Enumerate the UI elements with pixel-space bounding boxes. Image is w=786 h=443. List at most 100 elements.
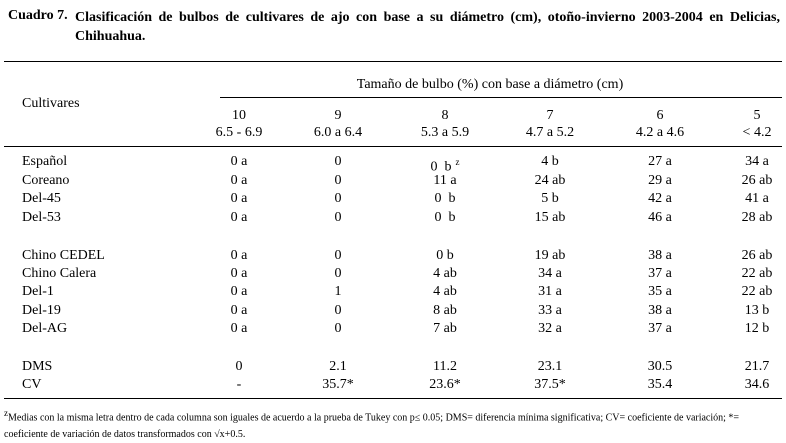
cell: 0 <box>334 266 342 281</box>
cell: 5 b <box>541 191 559 206</box>
cell: 37.5* <box>534 377 566 392</box>
row-name: Del-19 <box>22 303 61 318</box>
column-size: 9 <box>334 108 342 123</box>
column-range: < 4.2 <box>742 125 772 140</box>
footnote-mark: z <box>4 408 8 418</box>
cell: 29 a <box>648 173 672 188</box>
cell: 22 ab <box>741 266 773 281</box>
cell: 4 b <box>541 154 559 169</box>
row-name: Del-1 <box>22 284 54 299</box>
cell: 1 <box>334 284 342 299</box>
cell: 23.6* <box>429 377 461 392</box>
cell: 11 a <box>433 173 457 188</box>
cell: 0 b <box>434 210 456 225</box>
cell: 19 ab <box>534 248 566 263</box>
cell: 34 a <box>745 154 769 169</box>
cell: 0 <box>334 248 342 263</box>
cell: 22 ab <box>741 284 773 299</box>
cell: 12 b <box>744 321 770 336</box>
cell: 33 a <box>538 303 562 318</box>
cell: 23.1 <box>537 359 563 374</box>
cell: 0 <box>334 210 342 225</box>
cell: 0 a <box>230 248 248 263</box>
row-name: Chino CEDEL <box>22 248 105 263</box>
column-size: 5 <box>753 108 761 123</box>
row-name: Del-53 <box>22 210 61 225</box>
cell: 42 a <box>648 191 672 206</box>
footnote-text: Medias con la misma letra dentro de cada… <box>4 412 740 441</box>
caption-label: Cuadro 7. <box>8 8 68 23</box>
row-header: Cultivares <box>22 96 80 111</box>
cell: 7 ab <box>433 321 457 336</box>
cell: 37 a <box>648 321 672 336</box>
row-name: Del-AG <box>22 321 68 336</box>
cell: 38 a <box>648 303 672 318</box>
column-size: 7 <box>546 108 554 123</box>
column-range: 5.3 a 5.9 <box>420 125 470 140</box>
cell: 31 a <box>538 284 562 299</box>
cell: 32 a <box>538 321 562 336</box>
row-name: CV <box>22 377 42 392</box>
rule <box>220 97 782 98</box>
rule <box>4 398 782 399</box>
cell: 46 a <box>648 210 672 225</box>
row-name: Del-45 <box>22 191 61 206</box>
group-header: Tamaño de bulbo (%) con base a diámetro … <box>356 77 624 92</box>
cell: 0 a <box>230 303 248 318</box>
cell: 26 ab <box>741 248 773 263</box>
cell: 35 a <box>648 284 672 299</box>
column-range: 4.2 a 4.6 <box>635 125 685 140</box>
row-name: DMS <box>22 359 53 374</box>
cell: 0 a <box>230 266 248 281</box>
footnote: zMedias con la misma letra dentro de cad… <box>4 405 782 443</box>
cell: 27 a <box>648 154 672 169</box>
cell: 8 ab <box>433 303 457 318</box>
cell: 15 ab <box>534 210 566 225</box>
cell: - <box>236 377 242 392</box>
column-size: 6 <box>656 108 664 123</box>
cell: 4 ab <box>433 284 457 299</box>
cell: 0 a <box>230 191 248 206</box>
rule <box>4 146 782 147</box>
cell: 26 ab <box>741 173 773 188</box>
cell: 0 a <box>230 321 248 336</box>
rule <box>4 61 782 62</box>
cell: 28 ab <box>741 210 773 225</box>
column-size: 8 <box>441 108 449 123</box>
column-range: 6.0 a 6.4 <box>313 125 363 140</box>
cell: 0 b <box>436 248 454 263</box>
cell: 35.4 <box>647 377 673 392</box>
cell: 13 b <box>744 303 770 318</box>
cell: 0 b <box>434 191 456 206</box>
cell: 0 <box>334 154 342 169</box>
cell: 34 a <box>538 266 562 281</box>
cell: 38 a <box>648 248 672 263</box>
cell: 11.2 <box>433 359 457 374</box>
cell: 41 a <box>745 191 769 206</box>
cell: 0 <box>334 173 342 188</box>
cell: 34.6 <box>744 377 770 392</box>
cell: 0 a <box>230 210 248 225</box>
cell: 0 a <box>230 284 248 299</box>
cell: 2.1 <box>329 359 347 374</box>
cell: 24 ab <box>534 173 566 188</box>
column-range: 6.5 - 6.9 <box>215 125 263 140</box>
note-mark: z <box>455 157 460 167</box>
cell: 0 <box>334 191 342 206</box>
cell: 0 <box>235 359 243 374</box>
column-range: 4.7 a 5.2 <box>525 125 575 140</box>
cell: 37 a <box>648 266 672 281</box>
cell: 21.7 <box>744 359 770 374</box>
column-size: 10 <box>232 108 246 123</box>
cell: 0 a <box>230 154 248 169</box>
cell: 35.7* <box>322 377 354 392</box>
cell: 0 <box>334 303 342 318</box>
cell: 30.5 <box>647 359 673 374</box>
row-name: Chino Calera <box>22 266 97 281</box>
cell: 4 ab <box>433 266 457 281</box>
cell: 0 <box>334 321 342 336</box>
cell: 0 a <box>230 173 248 188</box>
row-name: Coreano <box>22 173 70 188</box>
